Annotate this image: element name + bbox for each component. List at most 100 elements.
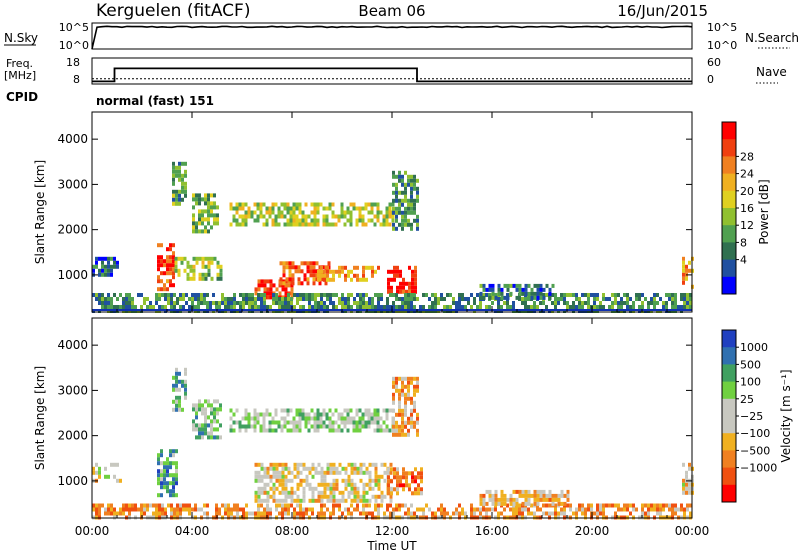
heat-cell [542,489,546,494]
heat-cell [280,424,284,429]
heat-cell [166,255,169,260]
heat-cell [263,482,267,487]
heat-cell [279,261,283,266]
heat-cell [407,384,410,389]
heat-cell [461,297,464,301]
heat-cell [353,466,357,471]
heat-cell [207,415,210,420]
heat-cell [320,478,324,483]
heat-cell [221,297,224,301]
heat-cell [189,264,193,269]
heat-cell [356,498,360,503]
heat-cell [169,283,172,288]
heat-cell [125,301,128,305]
colorbar-swatch [722,242,736,261]
heat-cell [350,511,353,516]
heat-cell [572,511,575,516]
cpid-text: normal (fast) 151 [96,94,214,108]
heat-cell [250,416,254,421]
heat-cell [160,287,163,292]
heat-cell [185,507,188,512]
heat-cell [416,388,419,393]
heat-cell [238,428,242,433]
heat-cell [518,287,522,292]
heat-cell [167,503,170,508]
colorbar-tick-label: −100 [740,427,770,440]
heat-cell [175,449,178,454]
heat-cell [392,376,395,381]
heat-cell [682,260,685,265]
heat-cell [331,222,335,227]
heat-cell [200,507,203,512]
heat-cell [296,486,300,491]
heat-cell [685,490,688,495]
heat-cell [307,416,311,421]
heat-cell [413,376,416,381]
heat-cell [235,202,239,207]
heat-cell [125,507,128,512]
heat-cell [358,416,362,421]
heat-cell [266,474,270,479]
heat-cell [506,283,510,288]
heat-cell [367,202,371,207]
heat-cell [292,210,296,215]
heat-cell [236,507,239,512]
heat-cell [245,293,248,297]
heat-cell [192,256,196,261]
heat-cell [402,281,405,286]
heat-cell [326,470,330,475]
heat-cell [380,297,383,301]
colorbar-swatch [722,122,736,140]
heat-cell [392,424,395,429]
heat-cell [149,305,152,309]
heat-cell [388,428,392,433]
heat-cell [176,301,179,305]
heat-cell [479,511,482,516]
heat-cell [134,503,137,508]
heat-cell [207,229,210,234]
heat-cell [331,214,335,219]
heat-cell [287,466,291,471]
heat-cell [244,214,248,219]
heat-cell [251,297,254,301]
heat-cell [689,503,692,508]
heat-cell [554,293,557,297]
heat-cell [527,497,531,502]
heat-cell [320,273,323,278]
heat-cell [198,276,202,281]
heat-cell [166,287,169,292]
heat-cell [488,489,492,494]
heat-cell [335,293,338,297]
heat-cell [530,305,533,309]
heat-cell [259,412,263,417]
heat-cell [253,210,257,215]
heat-cell [298,412,302,417]
heat-cell [207,197,210,202]
heat-cell [355,206,359,211]
heat-cell [398,428,401,433]
heat-cell [343,222,347,227]
heat-cell [395,182,398,187]
heat-cell [515,283,519,288]
heat-cell [309,265,313,270]
heat-cell [229,206,233,211]
heat-cell [332,507,335,512]
heat-cell [593,301,596,305]
heat-cell [311,490,315,495]
heat-cell [195,260,199,265]
heat-cell [650,503,653,508]
heat-cell [302,462,306,467]
heat-cell [395,190,398,195]
heat-cell [271,416,275,421]
heat-cell [188,503,191,508]
heat-cell [332,503,335,508]
heat-cell [399,281,402,286]
heat-cell [581,301,584,305]
heat-cell [551,511,554,516]
heat-cell [350,503,353,508]
heat-cell [536,295,540,300]
heat-cell [140,305,143,309]
heat-cell [413,392,416,397]
heat-cell [329,511,332,516]
heat-cell [157,279,160,284]
